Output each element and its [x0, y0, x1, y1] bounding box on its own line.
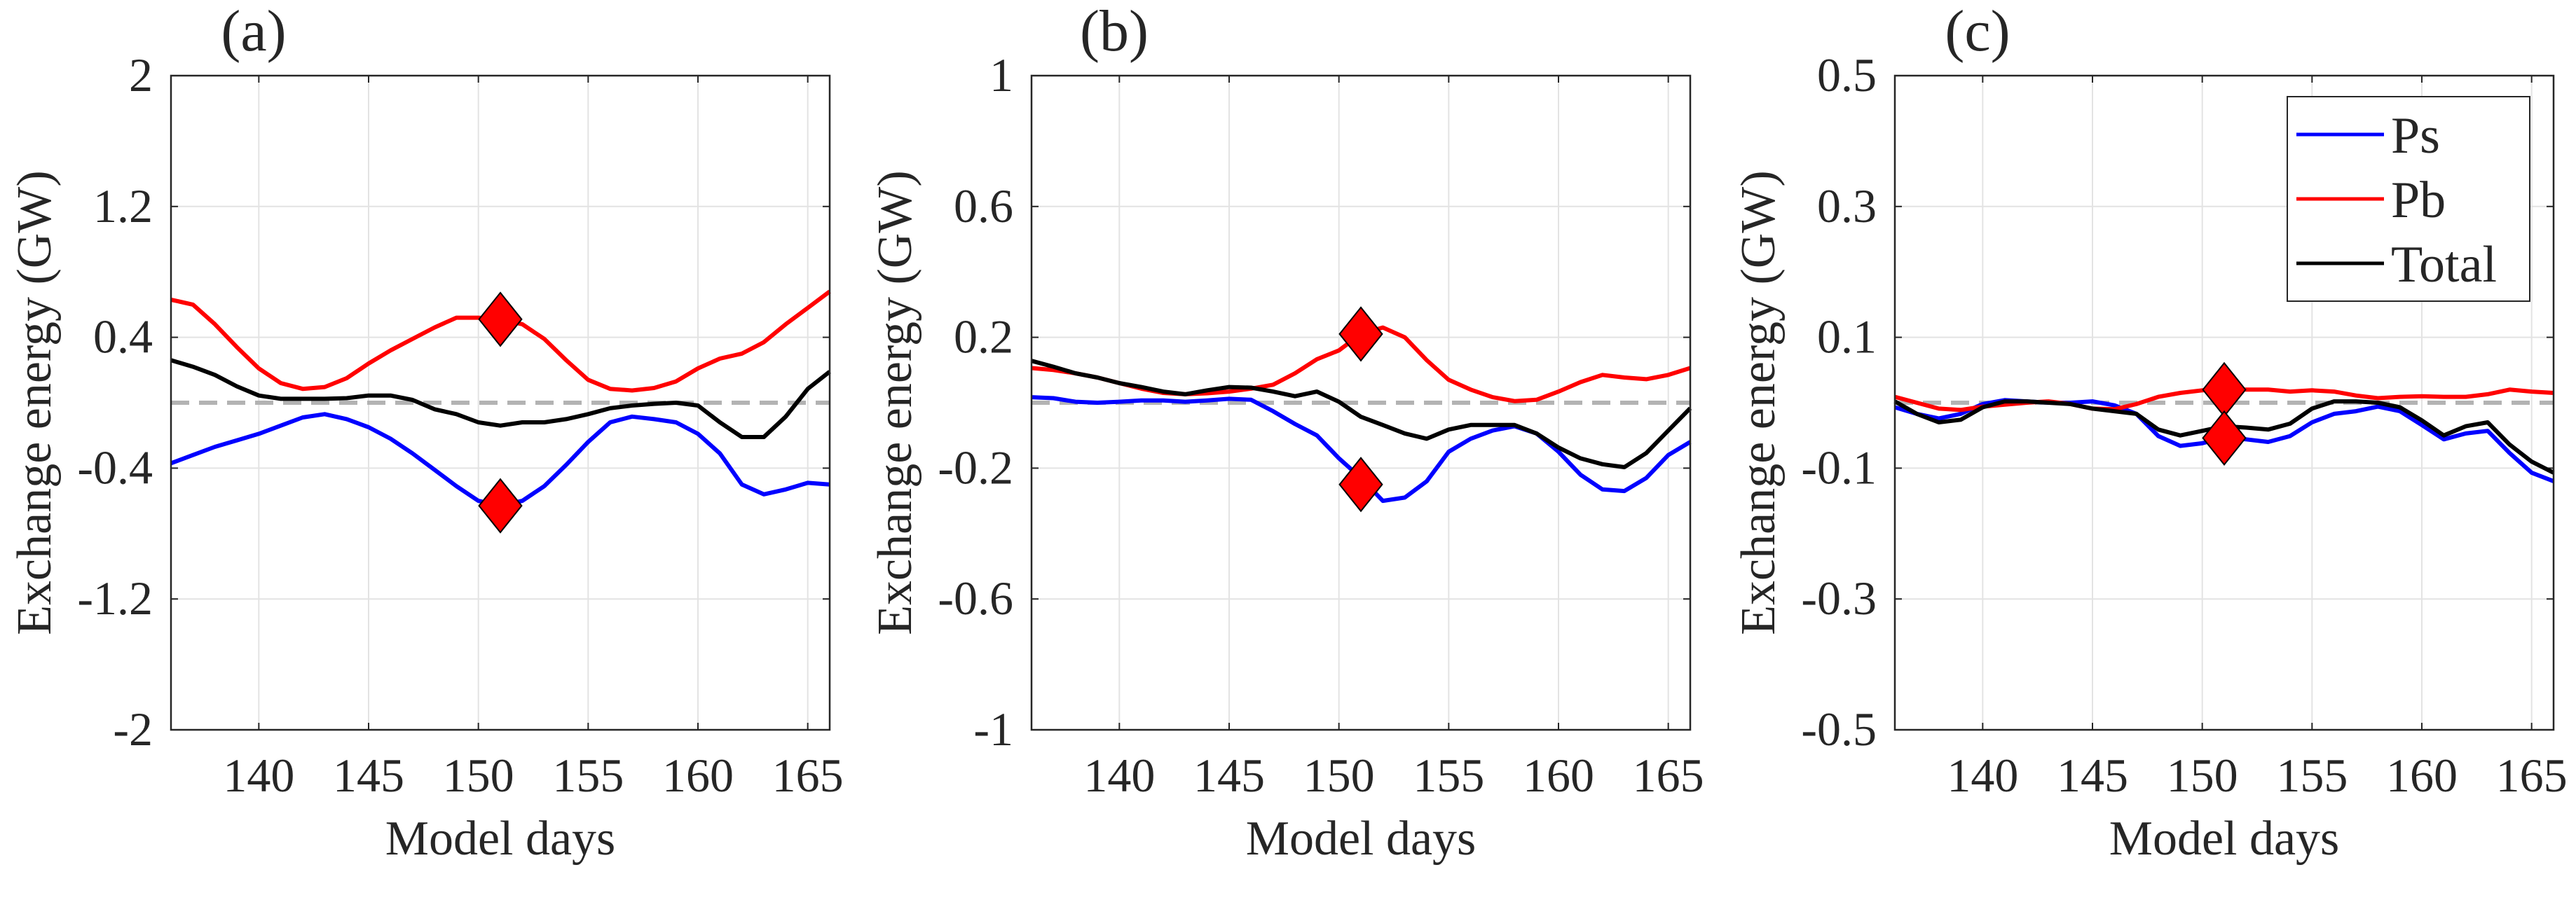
y-tick-label: -0.2	[938, 441, 1013, 494]
y-tick-label: 0.5	[1817, 48, 1877, 102]
y-tick-label: -0.3	[1801, 572, 1877, 625]
axes-frame	[1893, 74, 2555, 731]
y-tick-label: -1	[973, 702, 1013, 756]
x-tick-label: 155	[2276, 749, 2348, 802]
legend-label-ps: Ps	[2391, 107, 2440, 165]
x-tick-label: 165	[1633, 749, 1704, 802]
y-tick-label: 0.1	[1817, 310, 1877, 364]
x-tick-label: 165	[2496, 749, 2568, 802]
y-tick-label: -2	[113, 702, 153, 756]
x-tick-label: 160	[2386, 749, 2458, 802]
y-tick-label: 0.6	[954, 179, 1013, 233]
x-tick-label: 145	[1193, 749, 1265, 802]
y-axis-label: Exchange energy (GW)	[1732, 170, 1786, 635]
y-tick-label: 0.2	[954, 310, 1013, 364]
axes-frame	[170, 74, 831, 731]
axes-frame	[1030, 74, 1692, 731]
x-tick-label: 160	[662, 749, 734, 802]
panel-1: 140 145 150 155 160 165 -1 -0.6 -0.2 0.2 0.6 1 (b) Mo…	[868, 0, 1704, 866]
diamond-marker-pb	[478, 291, 523, 347]
panel-title: (a)	[221, 0, 286, 64]
x-tick-label: 165	[772, 749, 844, 802]
diamond-marker-ps	[2202, 410, 2247, 466]
y-tick-label: -1.2	[77, 572, 153, 625]
x-tick-label: 150	[443, 749, 514, 802]
x-tick-label: 140	[223, 749, 294, 802]
y-tick-label: 0.3	[1817, 179, 1877, 233]
x-tick-label: 145	[333, 749, 404, 802]
x-axis-label: Model days	[2109, 812, 2340, 866]
x-tick-label: 160	[1523, 749, 1594, 802]
panel-title: (c)	[1945, 0, 2010, 64]
panel-2: 140 145 150 155 160 165 -0.5 -0.3 -0.1 0.1 0.3 0.5 (…	[1732, 0, 2568, 866]
y-tick-label: -0.5	[1801, 702, 1877, 756]
x-tick-label: 150	[1303, 749, 1375, 802]
x-tick-label: 155	[1413, 749, 1484, 802]
y-tick-label: 1.2	[93, 179, 153, 233]
series-line-total	[170, 358, 831, 439]
x-axis-label: Model days	[385, 812, 616, 866]
legend-label-total: Total	[2391, 236, 2497, 293]
y-tick-label: 1	[989, 48, 1013, 102]
series-line-total	[1031, 359, 1692, 469]
x-tick-label: 155	[552, 749, 624, 802]
y-axis-label: Exchange energy (GW)	[868, 170, 922, 635]
x-tick-label: 140	[1083, 749, 1155, 802]
panel-title: (b)	[1080, 0, 1149, 64]
y-tick-label: -0.6	[938, 572, 1013, 625]
y-axis-label: Exchange energy (GW)	[8, 170, 62, 635]
y-tick-label: -0.1	[1801, 441, 1877, 494]
diamond-marker-pb	[1338, 306, 1383, 362]
legend-label-pb: Pb	[2391, 172, 2446, 229]
y-tick-label: 2	[129, 48, 153, 102]
diamond-marker-ps	[1338, 457, 1383, 513]
x-tick-label: 140	[1947, 749, 2018, 802]
x-tick-label: 145	[2057, 749, 2128, 802]
x-axis-label: Model days	[1246, 812, 1477, 866]
y-tick-label: -0.4	[77, 441, 153, 494]
panel-0: 140 145 150 155 160 165 -2 -1.2 -0.4 0.4 1.2 2 (a) Mo…	[8, 0, 844, 866]
y-tick-label: 0.4	[93, 310, 153, 364]
legend: Ps Pb Total	[2287, 96, 2530, 302]
diamond-marker-ps	[478, 478, 523, 534]
x-tick-label: 150	[2167, 749, 2238, 802]
